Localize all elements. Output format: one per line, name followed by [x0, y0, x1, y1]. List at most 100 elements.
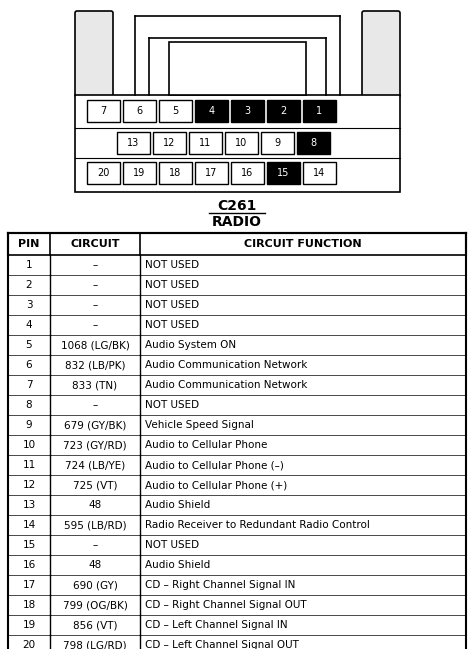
Bar	[123, 162, 156, 184]
Bar	[169, 42, 306, 95]
Text: 7: 7	[26, 380, 32, 390]
Text: 3: 3	[245, 106, 251, 116]
Text: 1: 1	[317, 106, 323, 116]
Text: Audio to Cellular Phone (–): Audio to Cellular Phone (–)	[145, 460, 284, 470]
Bar	[267, 100, 300, 122]
Text: 2: 2	[281, 106, 287, 116]
Bar	[297, 132, 330, 154]
Text: 10: 10	[236, 138, 247, 148]
Bar	[267, 162, 300, 184]
Text: 7: 7	[100, 106, 107, 116]
FancyBboxPatch shape	[75, 11, 113, 97]
Text: 14: 14	[22, 520, 36, 530]
Text: 832 (LB/PK): 832 (LB/PK)	[65, 360, 125, 370]
Text: 15: 15	[277, 168, 290, 178]
Text: 8: 8	[310, 138, 317, 148]
Text: –: –	[92, 400, 98, 410]
Text: –: –	[92, 280, 98, 290]
Text: Radio Receiver to Redundant Radio Control: Radio Receiver to Redundant Radio Contro…	[145, 520, 370, 530]
Text: CIRCUIT: CIRCUIT	[70, 239, 120, 249]
Text: 679 (GY/BK): 679 (GY/BK)	[64, 420, 126, 430]
Text: 16: 16	[241, 168, 254, 178]
Text: 16: 16	[22, 560, 36, 570]
Text: –: –	[92, 320, 98, 330]
Text: RADIO: RADIO	[212, 215, 262, 229]
Bar	[159, 162, 192, 184]
Text: 595 (LB/RD): 595 (LB/RD)	[64, 520, 126, 530]
Text: NOT USED: NOT USED	[145, 400, 199, 410]
Text: 724 (LB/YE): 724 (LB/YE)	[65, 460, 125, 470]
Text: 6: 6	[26, 360, 32, 370]
Text: 690 (GY): 690 (GY)	[73, 580, 118, 590]
Text: NOT USED: NOT USED	[145, 320, 199, 330]
Text: 15: 15	[22, 540, 36, 550]
Bar	[195, 100, 228, 122]
Text: CD – Right Channel Signal OUT: CD – Right Channel Signal OUT	[145, 600, 307, 610]
Bar	[153, 132, 186, 154]
Text: 13: 13	[128, 138, 140, 148]
Text: 856 (VT): 856 (VT)	[73, 620, 117, 630]
Text: NOT USED: NOT USED	[145, 260, 199, 270]
Bar	[87, 100, 120, 122]
Bar	[117, 132, 150, 154]
Text: Audio Shield: Audio Shield	[145, 500, 210, 510]
Text: 12: 12	[164, 138, 176, 148]
Text: 17: 17	[205, 168, 218, 178]
Text: Audio to Cellular Phone (+): Audio to Cellular Phone (+)	[145, 480, 287, 490]
Text: 48: 48	[88, 560, 101, 570]
Text: PIN: PIN	[18, 239, 40, 249]
Text: 4: 4	[209, 106, 215, 116]
Text: Vehicle Speed Signal: Vehicle Speed Signal	[145, 420, 254, 430]
Bar	[159, 100, 192, 122]
Text: 19: 19	[22, 620, 36, 630]
Text: 5: 5	[26, 340, 32, 350]
Text: –: –	[92, 260, 98, 270]
Text: 5: 5	[173, 106, 179, 116]
Text: 1068 (LG/BK): 1068 (LG/BK)	[61, 340, 129, 350]
Text: NOT USED: NOT USED	[145, 540, 199, 550]
Bar	[261, 132, 294, 154]
Text: 18: 18	[22, 600, 36, 610]
Text: –: –	[92, 540, 98, 550]
Text: NOT USED: NOT USED	[145, 300, 199, 310]
Text: CD – Left Channel Signal OUT: CD – Left Channel Signal OUT	[145, 640, 299, 649]
Text: 19: 19	[133, 168, 146, 178]
Bar	[87, 162, 120, 184]
Bar	[303, 100, 336, 122]
Bar	[195, 162, 228, 184]
Text: 11: 11	[200, 138, 211, 148]
Text: 723 (GY/RD): 723 (GY/RD)	[63, 440, 127, 450]
Text: 9: 9	[26, 420, 32, 430]
Text: 17: 17	[22, 580, 36, 590]
Text: 13: 13	[22, 500, 36, 510]
Text: 18: 18	[169, 168, 182, 178]
Text: 6: 6	[137, 106, 143, 116]
Text: 48: 48	[88, 500, 101, 510]
Text: 725 (VT): 725 (VT)	[73, 480, 117, 490]
Text: 3: 3	[26, 300, 32, 310]
Text: 833 (TN): 833 (TN)	[73, 380, 118, 390]
Text: 798 (LG/RD): 798 (LG/RD)	[63, 640, 127, 649]
Text: Audio Communication Network: Audio Communication Network	[145, 360, 307, 370]
Text: 11: 11	[22, 460, 36, 470]
Bar	[123, 100, 156, 122]
Bar	[189, 132, 222, 154]
Bar	[231, 162, 264, 184]
FancyBboxPatch shape	[362, 11, 400, 97]
Text: 9: 9	[274, 138, 281, 148]
Text: NOT USED: NOT USED	[145, 280, 199, 290]
Text: 1: 1	[26, 260, 32, 270]
Text: CD – Right Channel Signal IN: CD – Right Channel Signal IN	[145, 580, 295, 590]
Text: CD – Left Channel Signal IN: CD – Left Channel Signal IN	[145, 620, 288, 630]
Text: 14: 14	[313, 168, 326, 178]
Text: Audio System ON: Audio System ON	[145, 340, 236, 350]
Bar	[231, 100, 264, 122]
Bar	[303, 162, 336, 184]
Text: Audio Communication Network: Audio Communication Network	[145, 380, 307, 390]
Text: –: –	[92, 300, 98, 310]
Text: 20: 20	[22, 640, 36, 649]
Text: 8: 8	[26, 400, 32, 410]
Text: C261: C261	[217, 199, 257, 213]
Text: 10: 10	[22, 440, 36, 450]
Text: 12: 12	[22, 480, 36, 490]
